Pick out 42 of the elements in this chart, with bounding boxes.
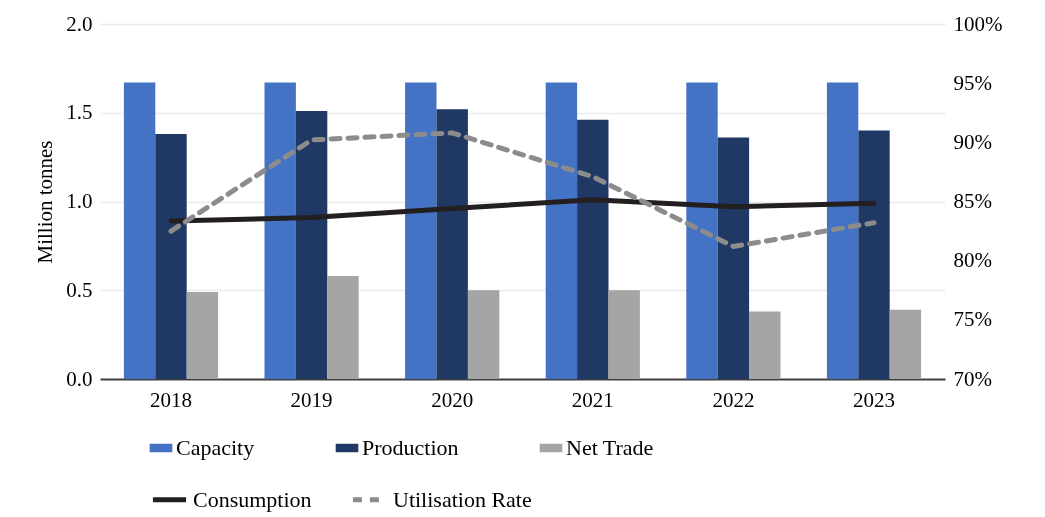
bar [545,82,578,379]
bar [186,292,219,379]
y2-tick-label: 95% [953,70,992,95]
bar [749,311,781,379]
y-tick-label: 0.0 [66,366,93,391]
y2-tick-label: 75% [953,307,992,332]
y-tick-label: 1.5 [66,100,93,125]
x-tick-label: 2018 [150,387,192,412]
bar [123,82,156,379]
bar [327,276,359,379]
y-axis-title: Million tonnes [33,140,58,264]
bar [577,119,609,379]
bar [295,110,328,379]
bar [717,137,750,379]
legend-label: Consumption [193,486,312,512]
y-tick-label: 2.0 [66,11,93,36]
x-tick-label: 2019 [290,387,333,412]
bar [889,309,922,379]
bar [686,82,718,379]
legend-label: Utilisation Rate [393,486,532,512]
y2-tick-label: 85% [953,189,992,213]
legend-label: Net Trade [566,435,654,460]
y2-tick-label: 100% [953,11,1003,36]
y2-tick-label: 90% [953,129,992,154]
y-tick-label: 0.5 [66,277,93,302]
x-tick-label: 2021 [571,387,614,412]
x-tick-label: 2023 [853,387,895,412]
bar [826,82,859,379]
legend-label: Capacity [176,435,255,460]
bar [264,82,296,379]
y2-tick-label: 80% [953,248,992,273]
x-tick-label: 2020 [431,387,474,412]
bar [608,290,640,379]
y-tick-label: 1.0 [66,189,93,213]
bar [467,290,500,379]
bar [436,109,468,379]
legend-label: Production [362,435,459,460]
bar [155,134,187,379]
y2-tick-label: 70% [953,366,992,391]
bar [405,82,437,379]
bar [858,130,890,379]
x-tick-label: 2022 [712,387,755,412]
